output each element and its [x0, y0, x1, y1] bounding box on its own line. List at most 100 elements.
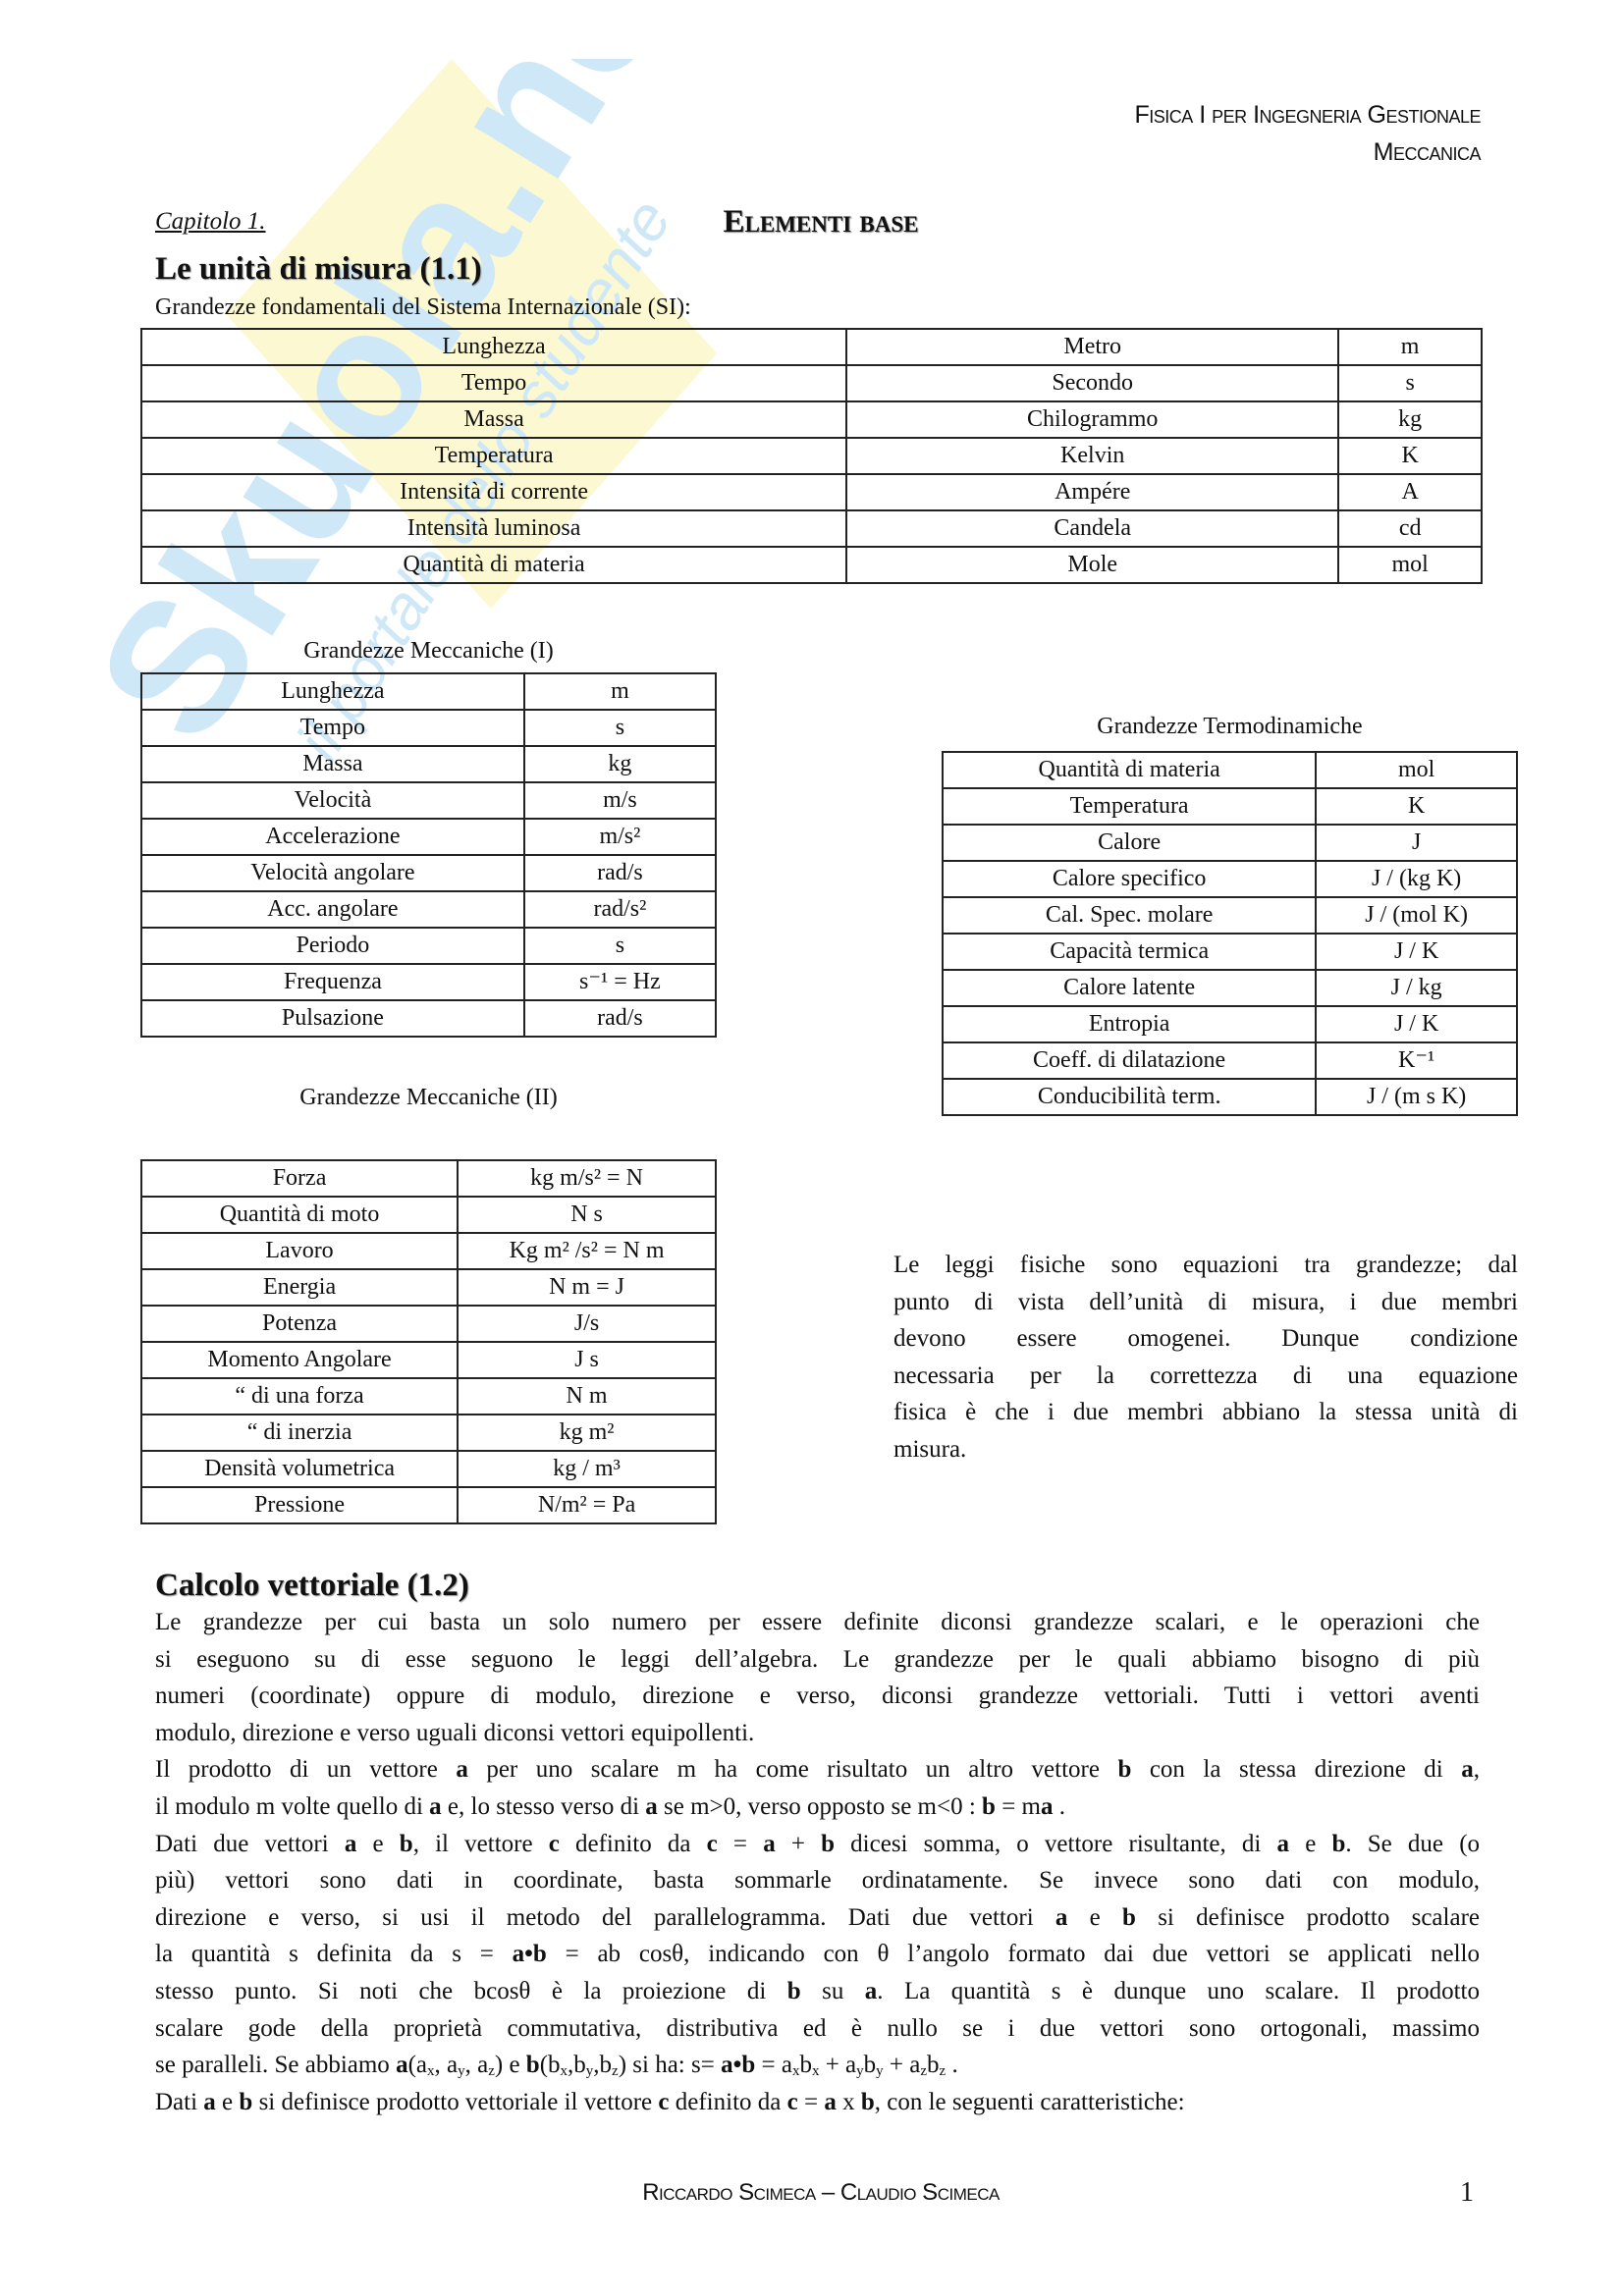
- table-row: Energia N m = J: [139, 1268, 717, 1307]
- text-run: stesso punto. Si noti che bcosθ è la pro…: [155, 1977, 787, 2004]
- table-cell: Calore: [941, 824, 1318, 862]
- text-run: dicesi somma, o vettore risultante, di: [835, 1830, 1277, 1857]
- mech1-title: Grandezze Meccaniche (I): [303, 638, 554, 664]
- text-line: Il prodotto di un vettore a per uno scal…: [155, 1751, 1480, 1789]
- table-cell: N/m² = Pa: [457, 1486, 717, 1524]
- table-cell: J / K: [1315, 933, 1518, 971]
- text-line: Dati a e b si definisce prodotto vettori…: [155, 2084, 1480, 2121]
- text-run: =: [797, 2088, 825, 2115]
- text-run: . Se due (o: [1345, 1830, 1481, 1857]
- text-run: misura.: [893, 1435, 967, 1463]
- text-run: Le grandezze per cui basta un solo numer…: [155, 1609, 1480, 1635]
- table-cell: Velocità: [140, 781, 525, 820]
- table-cell: s: [1337, 364, 1483, 402]
- table-cell: Pulsazione: [140, 999, 525, 1038]
- text-run: .: [946, 2052, 958, 2079]
- text-run: a: [864, 1977, 878, 2004]
- text-run: b: [239, 2088, 253, 2115]
- table-cell: J s: [457, 1341, 717, 1379]
- table-cell: J/s: [457, 1305, 717, 1343]
- text-run: si definisce prodotto scalare: [1135, 1903, 1480, 1931]
- table-row: Calore J: [941, 824, 1518, 862]
- text-run: definito da: [669, 2088, 787, 2115]
- text-run: se paralleli. Se abbiamo: [155, 2052, 397, 2079]
- text-run: a•b: [512, 1941, 547, 1968]
- table-cell: N m: [457, 1377, 717, 1415]
- table-row: Tempo s: [140, 709, 718, 747]
- text-run: a: [429, 1792, 442, 1820]
- table-cell: N s: [457, 1196, 717, 1234]
- table-cell: Massa: [140, 745, 525, 783]
- running-header: Fisica I per Ingegneria Gestionale Mecca…: [1134, 96, 1482, 171]
- table-row: Temperatura K: [941, 787, 1518, 826]
- table-row: Massa Chilogrammo kg: [139, 400, 1483, 439]
- table-row: Velocità angolare rad/s: [140, 854, 718, 892]
- table-row: Calore latente J / kg: [941, 969, 1518, 1007]
- table-cell: J: [1315, 824, 1518, 862]
- table-cell: Quantità di materia: [139, 546, 848, 584]
- text-run: più) vettori sono dati in coordinate, ba…: [155, 1867, 1480, 1895]
- mech2-table: Forza kg m/s² = N Quantità di moto N s Lavor…: [139, 1159, 717, 1524]
- table-row: Lunghezza m: [140, 672, 718, 711]
- text-run: x: [426, 2063, 435, 2080]
- text-run: e, lo stesso verso di: [441, 1792, 646, 1820]
- table-cell: Kelvin: [845, 437, 1340, 475]
- table-cell: K: [1337, 437, 1483, 475]
- text-run: definito da: [559, 1830, 707, 1857]
- text-run: z: [488, 2063, 495, 2080]
- table-row: Entropia J / K: [941, 1005, 1518, 1043]
- text-run: b: [799, 2052, 812, 2079]
- text-run: y: [458, 2063, 465, 2080]
- text-run: b: [399, 1830, 413, 1857]
- text-run: e: [215, 2088, 240, 2115]
- table-cell: m: [522, 672, 718, 711]
- text-run: a: [1461, 1756, 1474, 1784]
- table-cell: Temperatura: [139, 437, 848, 475]
- text-run: e: [356, 1830, 400, 1857]
- table-cell: Massa: [139, 400, 848, 439]
- table-cell: J / (kg K): [1315, 860, 1518, 898]
- text-run: per uno scalare m ha come risultato un a…: [467, 1756, 1118, 1784]
- text-run: scalare gode della proprietà commutativa…: [155, 2014, 1480, 2042]
- text-run: numeri (coordinate) oppure di modulo, di…: [155, 1682, 1480, 1710]
- footer-authors: Riccardo Scimeca – Claudio Scimeca: [642, 2179, 1000, 2206]
- table-cell: m: [1337, 328, 1483, 366]
- text-run: su: [800, 1977, 865, 2004]
- table-cell: Intensità di corrente: [139, 473, 848, 511]
- text-run: (b: [539, 2052, 561, 2079]
- table-cell: Energia: [139, 1268, 460, 1307]
- table-cell: Frequenza: [140, 963, 525, 1001]
- text-run: b: [525, 2052, 540, 2079]
- table-cell: Lunghezza: [139, 328, 848, 366]
- table-cell: Candela: [845, 509, 1340, 548]
- page-number: 1: [1460, 2177, 1474, 2208]
- table-row: Quantità di moto N s: [139, 1196, 717, 1234]
- text-run: si eseguono su di esse seguono le leggi …: [155, 1645, 1480, 1673]
- text-run: c: [658, 2088, 670, 2115]
- text-run: (a: [407, 2052, 427, 2079]
- text-run: c: [706, 1830, 718, 1857]
- text-run: = ab cosθ, indicando con θ l’angolo form…: [546, 1941, 1480, 1968]
- table-row: Lavoro Kg m² /s² = N m: [139, 1232, 717, 1270]
- text-line: misura.: [893, 1431, 1518, 1468]
- text-run: x: [560, 2063, 568, 2080]
- table-cell: kg / m³: [457, 1450, 717, 1488]
- text-run: a: [344, 1830, 357, 1857]
- text-line: punto di vista dell’unità di misura, i d…: [893, 1284, 1518, 1321]
- text-run: z: [612, 2063, 619, 2080]
- text-run: a: [1055, 1903, 1068, 1931]
- table-row: Coeff. di dilatazione K⁻¹: [941, 1041, 1518, 1080]
- table-cell: Potenza: [139, 1305, 460, 1343]
- table-cell: Chilogrammo: [845, 400, 1340, 439]
- text-line: la quantità s definita da s = a•b = ab c…: [155, 1936, 1480, 1973]
- table-row: Conducibilità term. J / (m s K): [941, 1078, 1518, 1116]
- text-run: y: [856, 2063, 864, 2080]
- text-run: =: [717, 1830, 764, 1857]
- table-cell: J / K: [1315, 1005, 1518, 1043]
- header-course: Fisica I per Ingegneria Gestionale: [1134, 101, 1482, 129]
- table-row: Intensità luminosa Candela cd: [139, 509, 1483, 548]
- table-row: Pressione N/m² = Pa: [139, 1486, 717, 1524]
- text-run: ,b: [593, 2052, 613, 2079]
- table-cell: s⁻¹ = Hz: [522, 963, 718, 1001]
- table-cell: mol: [1315, 751, 1518, 789]
